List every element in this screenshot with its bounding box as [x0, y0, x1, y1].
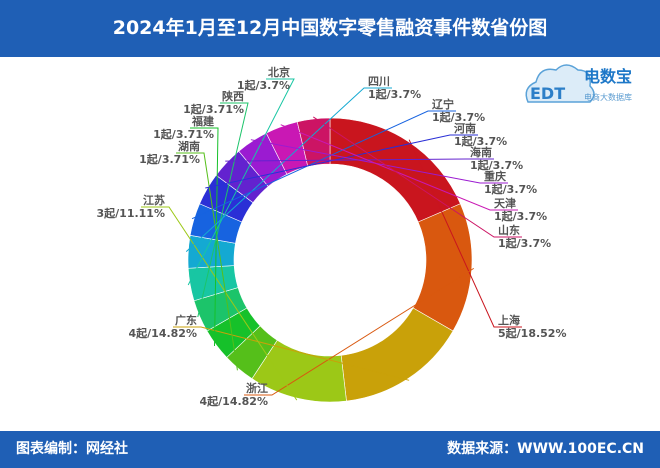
slice-value-label: 5起/18.52%: [498, 326, 567, 340]
leader-line-14: [280, 124, 518, 211]
leader-line-3: [173, 326, 410, 381]
leader-line-2: [244, 267, 475, 396]
slice-name-label: 北京: [268, 65, 290, 79]
slice-3: [340, 307, 454, 402]
slice-name-label: 陕西: [222, 89, 244, 103]
logo-subtitle: 电商大数据库: [584, 92, 632, 102]
slice-1: [329, 117, 461, 223]
slice-name-label: 天津: [494, 196, 516, 210]
donut-slices: [187, 117, 473, 403]
slice-labels: 上海5起/18.52%浙江4起/14.82%广东4起/14.82%江苏3起/11…: [97, 65, 567, 408]
slice-value-label: 1起/3.7%: [237, 78, 290, 92]
donut-chart: EDT 电数宝 电商大数据库 上海5起/18.52%浙江4起/14.82%广东4…: [97, 64, 632, 408]
slice-value-label: 1起/3.7%: [470, 158, 523, 172]
chart-title: 2024年1月至12月中国数字零售融资事件数省份图: [112, 17, 548, 39]
leader-line-10: [191, 110, 456, 220]
slice-name-label: 广东: [175, 313, 197, 327]
edt-logo: EDT 电数宝 电商大数据库: [525, 64, 632, 103]
leader-line-15: [313, 116, 522, 238]
leader-line-11: [205, 134, 478, 189]
leader-lines: [141, 78, 522, 401]
slice-name-label: 浙江: [246, 381, 268, 395]
slice-value-label: 3起/11.11%: [97, 206, 166, 220]
leader-line-13: [250, 139, 508, 184]
cloud-icon: [525, 64, 595, 103]
slice-value-label: 1起/3.71%: [183, 102, 244, 116]
slice-value-label: 1起/3.7%: [484, 182, 537, 196]
leader-line-8: [187, 78, 295, 286]
slice-value-label: 1起/3.7%: [454, 134, 507, 148]
slice-value-label: 1起/3.7%: [368, 87, 421, 101]
slice-2: [412, 203, 473, 332]
slice-value-label: 1起/3.7%: [498, 236, 551, 250]
leader-line-5: [176, 152, 238, 371]
slice-name-label: 上海: [498, 313, 520, 327]
slice-name-label: 辽宁: [432, 97, 454, 111]
logo-brand: 电数宝: [584, 67, 632, 86]
footer-source: 数据来源：WWW.100EC.CN: [447, 441, 644, 457]
leader-line-1: [408, 139, 522, 328]
slice-value-label: 1起/3.7%: [494, 209, 547, 223]
slice-name-label: 山东: [498, 223, 520, 237]
slice-value-label: 1起/3.71%: [139, 152, 200, 166]
slice-value-label: 4起/14.82%: [200, 394, 269, 408]
slice-name-label: 重庆: [484, 169, 506, 183]
leader-line-4: [141, 206, 298, 401]
footer-credit: 图表编制：网经社: [16, 441, 128, 457]
slice-name-label: 四川: [368, 75, 390, 88]
slice-name-label: 河南: [454, 121, 476, 135]
slice-15: [296, 117, 331, 167]
slice-value-label: 1起/3.71%: [153, 127, 214, 141]
slice-name-label: 福建: [191, 114, 215, 128]
slice-value-label: 4起/14.82%: [129, 326, 198, 340]
leader-line-9: [185, 87, 392, 252]
slice-name-label: 江苏: [143, 193, 165, 207]
footer-bar: 图表编制：网经社 数据来源：WWW.100EC.CN: [0, 431, 660, 468]
leader-line-6: [190, 127, 219, 346]
slice-name-label: 湖南: [178, 139, 200, 153]
slice-name-label: 海南: [470, 145, 492, 159]
leader-line-12: [225, 158, 494, 162]
slice-value-label: 1起/3.7%: [432, 110, 485, 124]
title-bar: 2024年1月至12月中国数字零售融资事件数省份图: [0, 0, 660, 57]
logo-letters: EDT: [530, 84, 565, 103]
leader-line-7: [197, 102, 249, 318]
